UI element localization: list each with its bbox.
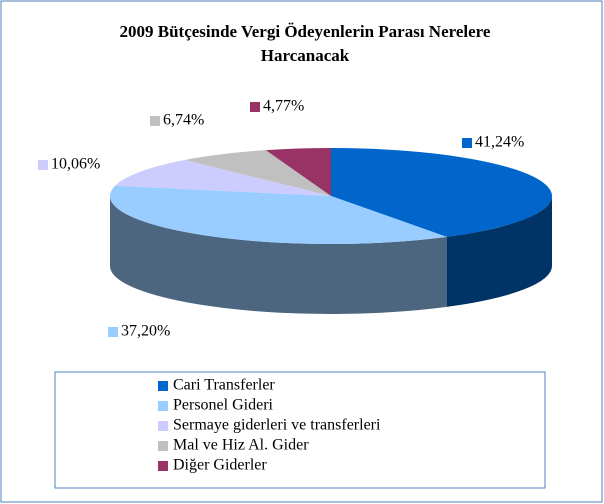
label-swatch xyxy=(150,116,160,126)
label-swatch xyxy=(38,160,48,170)
chart-title: 2009 Bütçesinde Vergi Ödeyenlerin Parası… xyxy=(119,22,491,65)
data-label: 4,77% xyxy=(263,98,304,115)
legend-swatch xyxy=(158,461,168,471)
label-swatch xyxy=(250,102,260,112)
legend-label: Personel Gideri xyxy=(173,397,274,414)
legend-box xyxy=(54,371,546,489)
data-label: 37,20% xyxy=(121,323,170,340)
legend-label: Cari Transferler xyxy=(173,377,275,394)
legend-swatch xyxy=(158,381,168,391)
pie-slice xyxy=(115,160,331,196)
legend-swatch xyxy=(158,441,168,451)
data-label: 6,74% xyxy=(163,112,204,129)
pie-slice xyxy=(184,150,331,196)
pie-side xyxy=(446,196,552,307)
label-swatch xyxy=(108,327,118,337)
label-swatch xyxy=(462,138,472,148)
legend-swatch xyxy=(158,421,168,431)
legend-label: Sermaye giderleri ve transferleri xyxy=(173,417,381,434)
legend-swatch xyxy=(158,401,168,411)
pie-slice xyxy=(331,148,552,237)
pie-side xyxy=(110,196,447,314)
data-label: 41,24% xyxy=(475,134,524,151)
legend-label: Diğer Giderler xyxy=(173,457,267,474)
legend-label: Mal ve Hiz Al. Gider xyxy=(173,437,309,454)
pie-slice xyxy=(109,185,447,245)
pie-slice xyxy=(265,148,331,196)
data-label: 10,06% xyxy=(51,156,100,173)
